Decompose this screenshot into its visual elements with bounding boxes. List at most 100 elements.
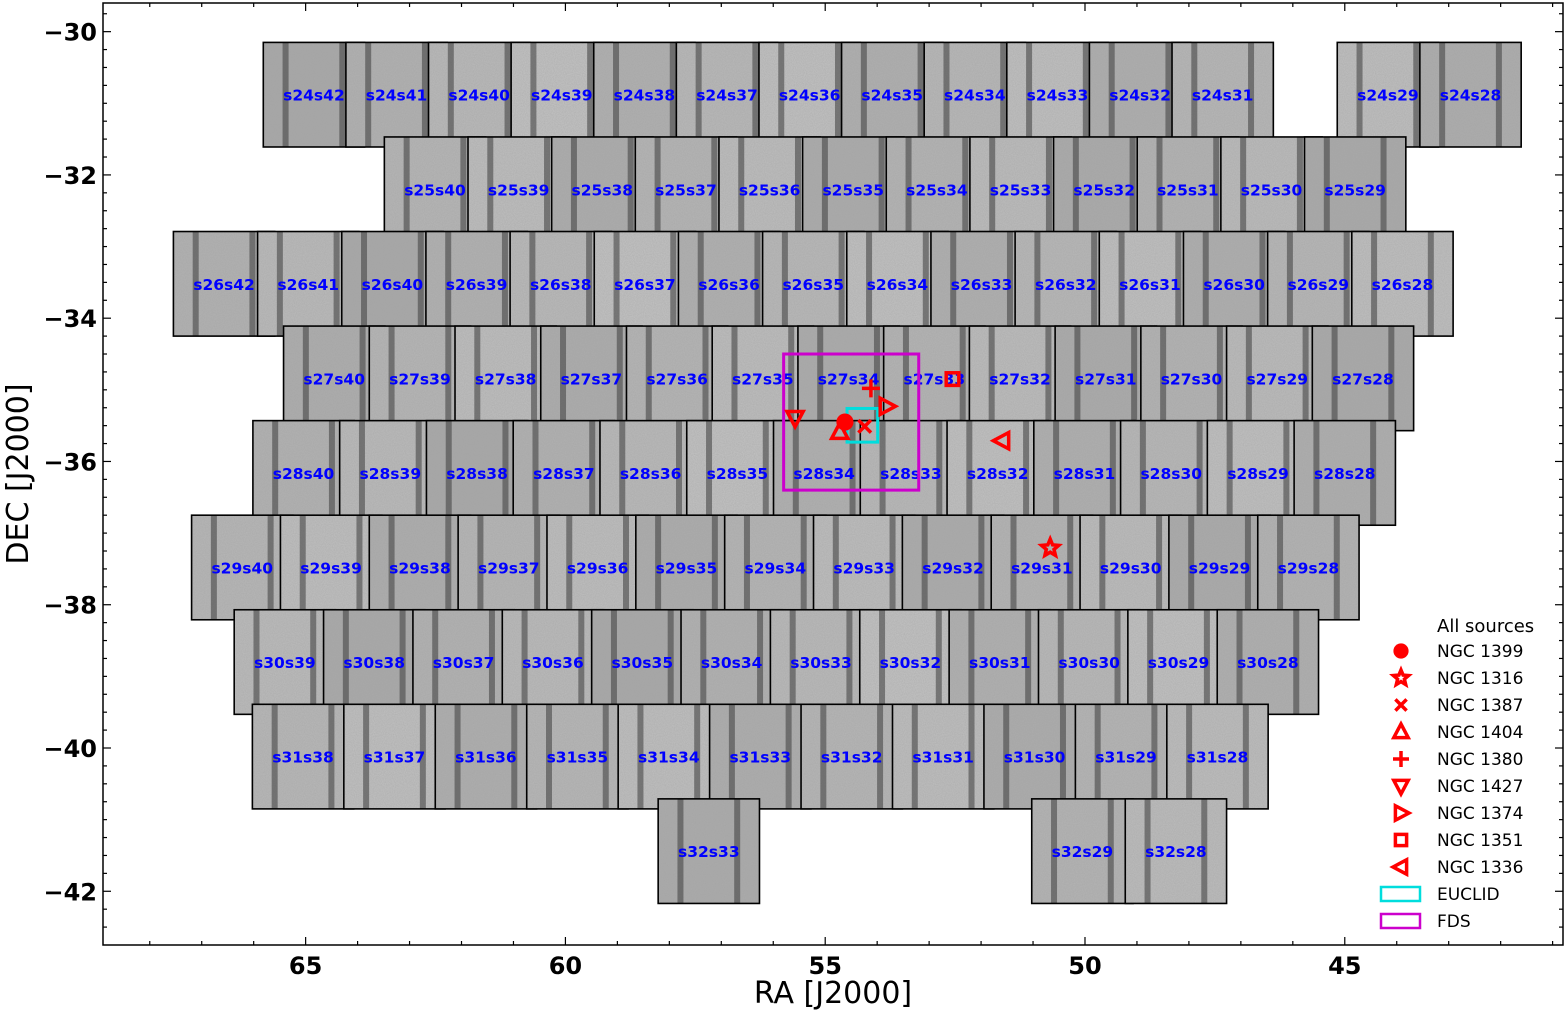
field-gap	[299, 515, 306, 620]
field-gap	[959, 326, 966, 431]
field-label: s31s37	[364, 749, 426, 767]
legend-marker	[1390, 778, 1412, 798]
field-gap	[757, 609, 764, 715]
field-gap	[302, 326, 309, 431]
field-gap	[935, 609, 942, 715]
field-tile-s28s30: s28s30	[1119, 419, 1223, 527]
field-tile-s27s32: s27s32	[968, 325, 1072, 432]
field-gap	[445, 231, 452, 337]
legend-marker	[1389, 856, 1409, 878]
field-gap	[616, 326, 623, 431]
field-outline	[1419, 41, 1522, 148]
field-tile-s30s28: s30s28	[1216, 608, 1320, 716]
field-gap	[1059, 704, 1066, 809]
field-gap	[276, 231, 283, 337]
legend-item-ngc-1387: NGC 1387	[1394, 696, 1523, 716]
field-gap	[415, 420, 422, 526]
field-tile-s29s30: s29s30	[1079, 514, 1183, 621]
field-gap	[1156, 136, 1163, 242]
field-label: s25s29	[1324, 181, 1386, 199]
field-tile-s27s39: s27s39	[368, 325, 472, 432]
field-gap	[534, 515, 541, 620]
field-gap	[1118, 231, 1125, 337]
plot-frame	[102, 2, 1564, 946]
field-label: s25s40	[404, 181, 466, 199]
field-tile-s28s37: s28s37	[512, 419, 616, 527]
field-gap	[1244, 515, 1251, 620]
field-noise	[1120, 420, 1222, 526]
field-gap	[789, 609, 796, 715]
field-gap	[731, 326, 738, 431]
field-gap	[627, 136, 634, 242]
field-gap	[800, 515, 807, 620]
y-axis-label: DEC [J2000]	[1, 383, 36, 564]
field-tile-s28s29: s28s29	[1206, 419, 1310, 527]
field-noise	[513, 420, 615, 526]
field-tile-s27s33: s27s33	[882, 325, 986, 432]
field-noise	[902, 515, 1004, 620]
galaxy-sources	[784, 371, 1064, 560]
field-noise	[1351, 231, 1454, 337]
source-ngc-1387	[857, 418, 873, 434]
field-gap	[1147, 609, 1154, 715]
field-label: s27s32	[989, 370, 1051, 388]
field-gap	[889, 515, 896, 620]
field-gap	[530, 42, 537, 147]
region-fds	[782, 352, 921, 492]
field-tile-s30s36: s30s36	[501, 608, 605, 716]
field-label: s28s36	[620, 465, 682, 483]
field-gap	[728, 704, 735, 809]
field-label: s29s39	[300, 559, 362, 577]
field-gap	[1175, 231, 1182, 337]
field-gap	[943, 42, 950, 147]
field-tile-s28s31: s28s31	[1033, 419, 1136, 527]
field-label: s26s36	[698, 276, 760, 294]
field-gap	[544, 136, 551, 242]
field-tile-s24s28: s24s28	[1419, 41, 1522, 148]
field-label: s26s35	[782, 276, 844, 294]
field-gap	[1188, 515, 1195, 620]
field-gap	[1213, 136, 1220, 242]
field-gap	[968, 704, 975, 809]
field-gap	[1026, 42, 1033, 147]
field-gap	[1203, 609, 1210, 715]
y-tick-label: −36	[43, 448, 97, 476]
field-gap	[1226, 420, 1233, 526]
field-gap	[342, 609, 349, 715]
field-noise	[770, 609, 872, 715]
field-gap	[1023, 420, 1030, 526]
y-tick-label: −30	[43, 19, 97, 47]
field-tile-s29s29: s29s29	[1168, 514, 1272, 621]
field-gap	[834, 42, 841, 147]
field-tile-s30s30: s30s30	[1037, 608, 1141, 716]
field-gap	[849, 420, 856, 526]
field-gap	[1114, 609, 1121, 715]
field-gap	[249, 231, 256, 337]
field-noise	[681, 609, 783, 715]
field-gap	[1045, 326, 1052, 431]
field-label: s24s41	[366, 87, 428, 105]
legend-marker	[1393, 832, 1409, 848]
legend-label: NGC 1336	[1437, 858, 1523, 878]
field-gap	[905, 136, 912, 242]
legend-label: NGC 1374	[1437, 804, 1523, 824]
field-label: s30s34	[701, 654, 763, 672]
field-gap	[778, 42, 785, 147]
field-gap	[738, 136, 745, 242]
field-tile-s28s33: s28s33	[859, 419, 963, 527]
field-noise	[658, 798, 760, 904]
field-noise	[426, 420, 528, 526]
field-gap	[921, 515, 928, 620]
field-gap	[1139, 420, 1146, 526]
field-gap	[1151, 704, 1158, 809]
legend-box	[1379, 885, 1422, 903]
legend-title: All sources	[1437, 616, 1534, 637]
field-label: s25s38	[572, 181, 634, 199]
field-tile-s29s32: s29s32	[901, 514, 1005, 621]
field-label: s28s30	[1140, 465, 1202, 483]
field-gap	[1259, 231, 1266, 337]
field-tile-s25s29: s25s29	[1303, 136, 1407, 243]
field-tile-s29s35: s29s35	[635, 514, 738, 621]
field-gap	[866, 231, 873, 337]
field-gap	[902, 326, 909, 431]
